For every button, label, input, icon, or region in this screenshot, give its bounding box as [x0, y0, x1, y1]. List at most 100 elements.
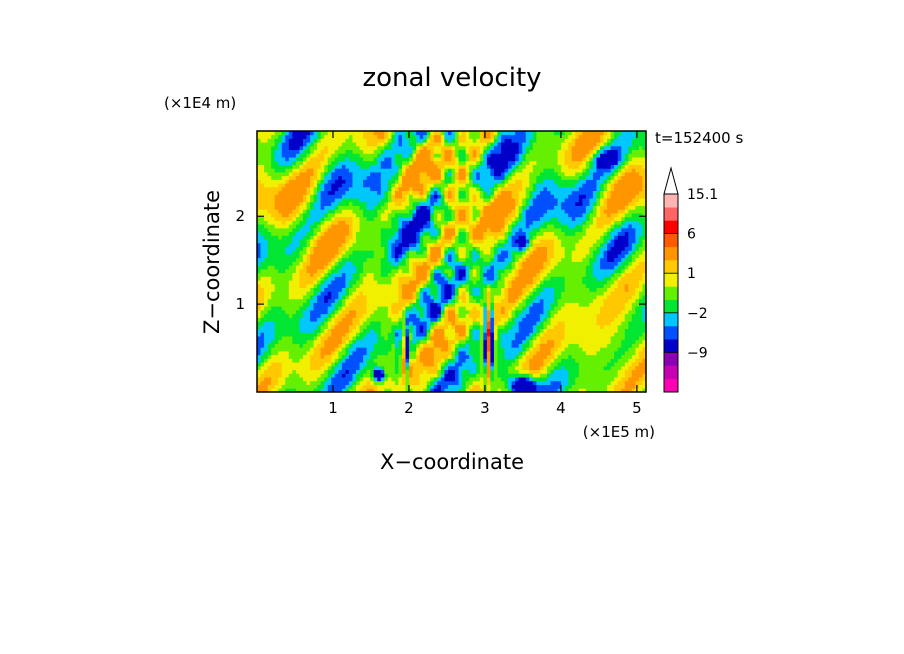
- field-cell: [617, 246, 622, 251]
- field-cell: [288, 257, 293, 262]
- field-cell: [522, 287, 527, 292]
- field-cell: [394, 347, 399, 352]
- field-cell: [455, 358, 459, 363]
- field-cell: [575, 309, 580, 315]
- field-cell: [423, 242, 428, 247]
- field-cell: [373, 246, 378, 251]
- field-cell: [455, 317, 459, 322]
- field-cell: [267, 336, 272, 341]
- field-cell: [384, 313, 389, 318]
- field-cell: [412, 358, 417, 363]
- field-cell: [486, 350, 491, 356]
- field-cell: [281, 328, 286, 333]
- field-cell: [529, 302, 534, 307]
- field-cell: [592, 350, 597, 356]
- field-cell: [341, 324, 346, 330]
- field-cell: [539, 309, 544, 315]
- field-cell: [338, 309, 343, 315]
- field-cell: [348, 324, 353, 330]
- field-cell: [589, 254, 594, 259]
- field-cell: [600, 276, 604, 281]
- field-cell: [532, 254, 537, 259]
- field-cell: [295, 343, 300, 348]
- field-cell: [621, 384, 626, 389]
- field-cell: [490, 272, 495, 277]
- field-cell: [352, 265, 357, 270]
- field-cell: [600, 235, 604, 240]
- field-cell: [596, 287, 601, 292]
- field-cell: [299, 350, 304, 356]
- field-cell: [554, 354, 558, 359]
- field-cell: [582, 377, 587, 382]
- field-cell: [490, 384, 495, 389]
- field-cell: [271, 246, 276, 251]
- field-cell: [380, 332, 385, 337]
- field-cell: [352, 347, 357, 352]
- field-cell: [430, 328, 435, 333]
- field-cell: [264, 339, 269, 344]
- field-cell: [341, 283, 346, 288]
- field-cell: [327, 362, 332, 367]
- field-cell: [571, 373, 576, 378]
- field-cell: [285, 235, 290, 240]
- field-cell: [271, 350, 276, 356]
- field-cell: [589, 388, 594, 392]
- field-cell: [331, 235, 336, 240]
- field-cell: [363, 347, 368, 352]
- field-cell: [437, 280, 442, 285]
- field-cell: [281, 377, 286, 382]
- field-cell: [596, 242, 601, 247]
- field-cell: [476, 250, 481, 255]
- field-cell: [607, 380, 612, 385]
- field-cell: [366, 235, 371, 240]
- field-cell: [497, 328, 502, 333]
- field-cell: [341, 220, 346, 225]
- field-cell: [363, 339, 368, 344]
- field-cell: [628, 272, 633, 277]
- field-cell: [295, 298, 300, 303]
- field-cell: [511, 354, 516, 359]
- field-cell: [257, 313, 261, 318]
- field-cell: [557, 242, 562, 247]
- field-cell: [380, 350, 385, 356]
- field-cell: [483, 298, 488, 303]
- field-cell: [391, 313, 396, 318]
- field-cell: [532, 283, 537, 288]
- field-cell: [281, 239, 286, 244]
- field-cell: [504, 242, 509, 247]
- field-cell: [603, 272, 608, 277]
- field-cell: [356, 328, 360, 333]
- field-cell: [313, 283, 318, 288]
- field-cell: [324, 283, 329, 288]
- field-cell: [264, 347, 269, 352]
- field-cell: [292, 295, 297, 300]
- field-cell: [394, 309, 399, 315]
- field-cell: [278, 272, 283, 277]
- field-cell: [338, 328, 343, 333]
- field-cell: [278, 313, 283, 318]
- field-cell: [292, 309, 297, 315]
- field-cell: [592, 239, 597, 244]
- field-cell: [571, 336, 576, 341]
- field-cell: [356, 302, 360, 307]
- field-cell: [614, 343, 619, 348]
- field-cell: [292, 339, 297, 344]
- field-cell: [433, 373, 438, 378]
- field-cell: [317, 317, 322, 322]
- field-cell: [635, 347, 640, 352]
- field-cell: [543, 309, 548, 315]
- field-cell: [334, 309, 339, 315]
- field-cell: [589, 261, 594, 266]
- field-cell: [628, 373, 633, 378]
- field-cell: [430, 265, 435, 270]
- field-cell: [437, 339, 442, 344]
- field-cell: [529, 268, 534, 274]
- field-cell: [585, 276, 590, 281]
- field-cell: [493, 268, 498, 274]
- field-cell: [603, 365, 608, 371]
- field-cell: [546, 384, 551, 389]
- field-cell: [624, 377, 629, 382]
- field-cell: [522, 283, 527, 288]
- field-cell: [638, 362, 643, 367]
- field-cell: [313, 377, 318, 382]
